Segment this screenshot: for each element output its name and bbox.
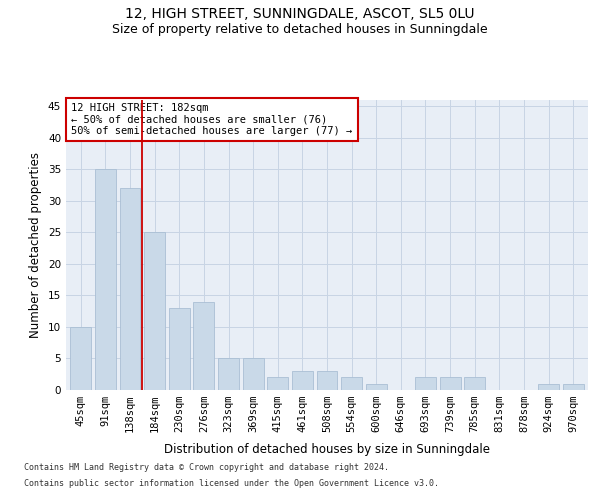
- Bar: [366, 384, 387, 390]
- Bar: [193, 302, 214, 390]
- Text: Contains public sector information licensed under the Open Government Licence v3: Contains public sector information licen…: [24, 478, 439, 488]
- Bar: [341, 378, 362, 390]
- Bar: [144, 232, 165, 390]
- Bar: [267, 378, 288, 390]
- Text: Distribution of detached houses by size in Sunningdale: Distribution of detached houses by size …: [164, 442, 490, 456]
- Bar: [169, 308, 190, 390]
- Bar: [464, 378, 485, 390]
- Bar: [242, 358, 263, 390]
- Bar: [70, 327, 91, 390]
- Text: Contains HM Land Registry data © Crown copyright and database right 2024.: Contains HM Land Registry data © Crown c…: [24, 464, 389, 472]
- Bar: [95, 170, 116, 390]
- Bar: [119, 188, 140, 390]
- Text: Size of property relative to detached houses in Sunningdale: Size of property relative to detached ho…: [112, 22, 488, 36]
- Bar: [218, 358, 239, 390]
- Bar: [538, 384, 559, 390]
- Y-axis label: Number of detached properties: Number of detached properties: [29, 152, 43, 338]
- Bar: [440, 378, 461, 390]
- Text: 12 HIGH STREET: 182sqm
← 50% of detached houses are smaller (76)
50% of semi-det: 12 HIGH STREET: 182sqm ← 50% of detached…: [71, 103, 352, 136]
- Bar: [563, 384, 584, 390]
- Bar: [292, 371, 313, 390]
- Bar: [317, 371, 337, 390]
- Text: 12, HIGH STREET, SUNNINGDALE, ASCOT, SL5 0LU: 12, HIGH STREET, SUNNINGDALE, ASCOT, SL5…: [125, 8, 475, 22]
- Bar: [415, 378, 436, 390]
